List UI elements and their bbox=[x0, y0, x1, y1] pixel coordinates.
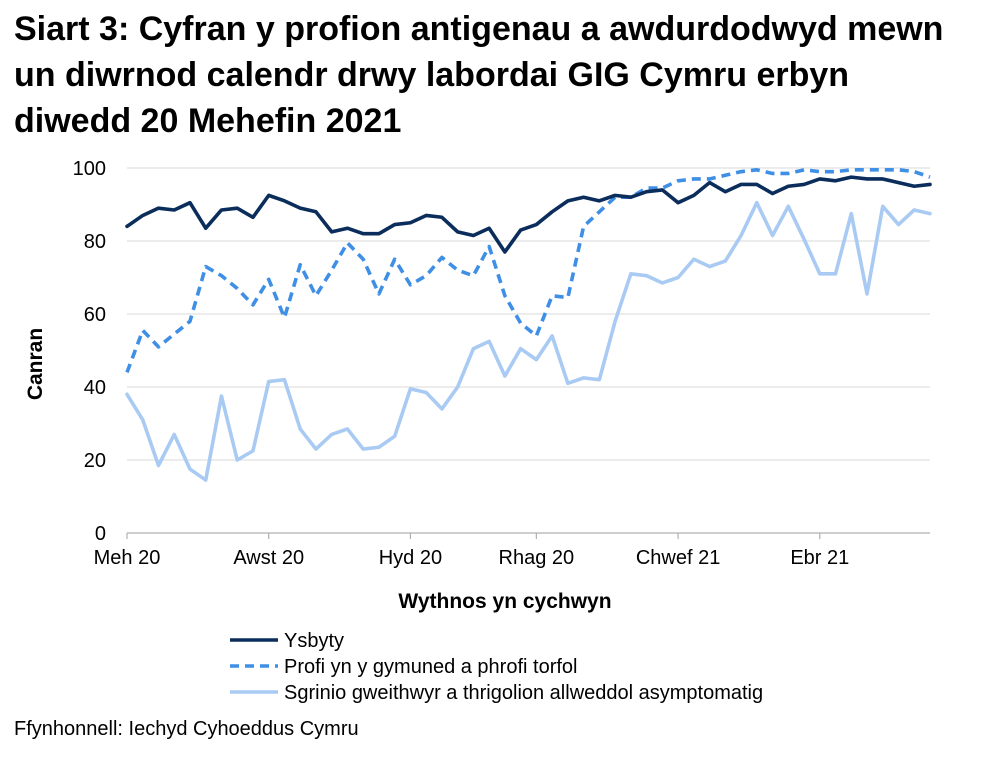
legend-label: Profi yn y gymuned a phrofi torfol bbox=[284, 656, 577, 678]
y-tick-label: 40 bbox=[84, 377, 106, 399]
legend-label: Ysbyty bbox=[284, 630, 344, 652]
y-tick-label: 100 bbox=[73, 158, 106, 180]
y-tick-label: 20 bbox=[84, 450, 106, 472]
x-tick-label: Awst 20 bbox=[233, 547, 304, 569]
series-line-2 bbox=[125, 168, 931, 374]
x-tick-label: Meh 20 bbox=[94, 547, 161, 569]
line-chart: 0 20 40 60 80 100 Meh 20 Awst 20 Hyd 20 Rhag 20 C… bbox=[24, 158, 932, 704]
gridlines bbox=[127, 167, 930, 461]
series-line-3 bbox=[125, 200, 932, 482]
y-axis-label: Canran bbox=[24, 328, 47, 400]
y-axis: 0 20 40 60 80 100 bbox=[73, 158, 106, 545]
series-line-1 bbox=[125, 175, 932, 254]
x-tick-label: Hyd 20 bbox=[379, 547, 442, 569]
y-tick-label: 60 bbox=[84, 304, 106, 326]
legend: Ysbyty Profi yn y gymuned a phrofi torfol… bbox=[230, 630, 763, 704]
plot-area bbox=[125, 168, 932, 482]
y-tick-label: 80 bbox=[84, 231, 106, 253]
chart-title: Siart 3: Cyfran y profion antigenau a aw… bbox=[14, 10, 944, 140]
x-tick-label: Ebr 21 bbox=[790, 547, 849, 569]
legend-label: Sgrinio gweithwyr a thrigolion allweddol… bbox=[284, 682, 763, 704]
x-axis-label: Wythnos yn cychwyn bbox=[398, 590, 611, 613]
y-tick-label: 0 bbox=[95, 523, 106, 545]
x-axis: Meh 20 Awst 20 Hyd 20 Rhag 20 Chwef 21 Ebr 21 bbox=[94, 532, 930, 569]
source-note: Ffynhonnell: Iechyd Cyhoeddus Cymru bbox=[14, 718, 359, 740]
x-tick-label: Chwef 21 bbox=[636, 547, 721, 569]
x-tick-label: Rhag 20 bbox=[499, 547, 575, 569]
